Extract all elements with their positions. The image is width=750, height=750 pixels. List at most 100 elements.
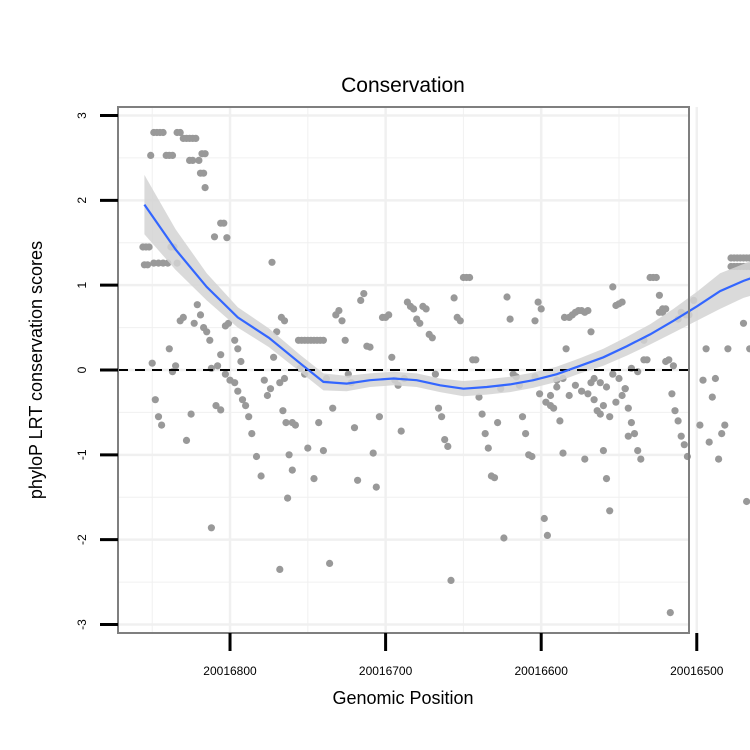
data-point [546,391,555,400]
data-point [221,370,229,378]
data-point [172,362,180,370]
data-point [207,524,215,532]
data-point [578,387,586,395]
data-point [746,254,750,262]
data-point [447,576,455,585]
data-point [590,374,598,383]
data-point [596,410,604,418]
data-point [147,151,155,159]
data-point [472,356,480,364]
data-point [357,296,365,304]
scatter-points [139,128,750,617]
y-tick-label: 0 [75,366,89,373]
data-point [599,447,608,455]
data-point [280,374,289,383]
data-point [627,419,636,427]
data-point [584,307,592,315]
data-point [556,417,564,425]
data-point [615,374,623,383]
y-tick-label: 3 [75,112,89,119]
data-point [252,452,261,461]
data-point [385,311,393,319]
data-point [201,184,209,192]
data-point [475,393,483,401]
data-point [534,298,542,306]
data-point [450,294,458,302]
data-point [304,444,312,452]
data-point [360,290,368,298]
data-point [319,447,327,455]
data-point [158,421,166,429]
data-point [630,430,639,438]
data-point [669,362,678,370]
data-point [206,336,214,344]
data-point [248,430,256,438]
data-point [276,565,284,574]
data-point [500,534,508,542]
data-point [518,413,527,421]
y-axis-ticks: -3 -2 -1 0 1 2 3 [75,112,118,630]
data-point [503,293,511,301]
data-point [319,336,327,344]
data-point [522,430,530,438]
data-point [739,319,748,327]
smooth-fit-line [143,203,750,390]
data-point [223,234,231,242]
data-point [159,128,167,137]
data-point [634,447,642,455]
data-point [276,379,284,387]
data-point [189,156,197,164]
data-point [179,313,187,321]
data-point [537,305,545,313]
data-point [176,128,184,137]
data-point [571,381,580,389]
data-point [596,379,604,387]
data-point [662,305,670,313]
data-point [212,402,220,410]
data-point [279,407,287,415]
data-point [200,169,208,177]
data-point [599,402,608,410]
data-point [195,156,203,164]
x-axis-ticks: 20016800 20016700 20016600 20016500 [203,633,724,678]
data-point [481,430,489,438]
data-point [422,305,430,313]
data-point [268,258,276,266]
data-point [602,383,611,391]
data-point [618,391,626,400]
data-point [559,449,567,457]
data-point [438,413,446,421]
data-point [490,474,499,482]
data-point [587,328,595,336]
data-point [546,402,555,410]
data-point [315,419,323,427]
data-point [531,317,539,325]
data-point [665,356,673,364]
data-point [416,319,424,327]
data-point [528,452,536,461]
data-point [441,436,449,444]
data-point [270,353,278,361]
data-point [326,559,334,568]
data-point [674,417,682,425]
data-point [746,345,750,353]
data-point [397,427,405,435]
data-point [715,455,723,463]
data-point [624,432,632,440]
data-point [677,432,685,440]
data-point [154,413,163,421]
data-point [456,317,464,325]
data-point [341,336,349,344]
data-point [466,273,474,282]
data-point [182,436,191,444]
data-point [410,305,418,313]
data-point [540,514,548,523]
data-point [366,343,374,351]
data-point [705,438,713,446]
data-point [354,476,362,484]
data-point [428,334,436,342]
data-point [431,370,439,378]
data-point [234,387,242,395]
data-point [743,497,750,506]
data-point [536,390,544,398]
